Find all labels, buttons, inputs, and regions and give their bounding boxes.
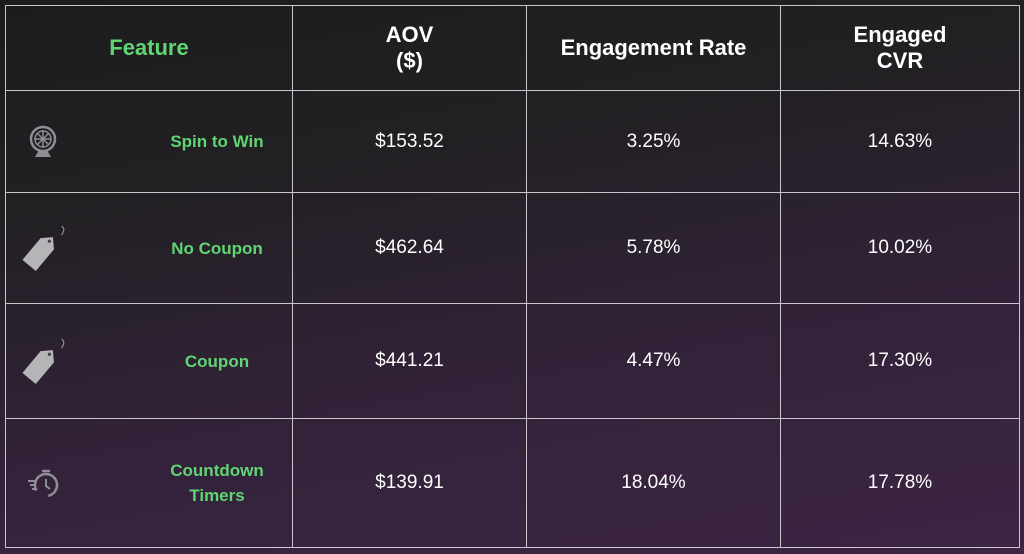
feature-label: Coupon xyxy=(184,351,250,371)
engagement-rate-cell: 4.47% xyxy=(526,303,781,419)
header-feature: Feature xyxy=(5,5,293,91)
engagement-rate-cell: 3.25% xyxy=(526,90,781,193)
header-aov: AOV ($) xyxy=(292,5,527,91)
header-engagement-rate: Engagement Rate xyxy=(526,5,781,91)
aov-cell: $153.52 xyxy=(292,90,527,193)
header-aov-line2: ($) xyxy=(396,48,423,73)
engaged-cvr-cell: 17.78% xyxy=(780,418,1020,548)
feature-label: Countdown Timers xyxy=(142,458,292,508)
engaged-cvr-cell: 14.63% xyxy=(780,90,1020,193)
table-row: Coupon $441.21 4.47% 17.30% xyxy=(5,303,1020,419)
feature-cell: No Coupon xyxy=(5,192,293,304)
header-cvr-line1: Engaged xyxy=(853,22,947,47)
engagement-rate-cell: 18.04% xyxy=(526,418,781,548)
feature-label-line1: Countdown xyxy=(170,461,264,480)
coupon-tag-icon xyxy=(22,338,65,385)
aov-cell: $139.91 xyxy=(292,418,527,548)
aov-cell: $441.21 xyxy=(292,303,527,419)
header-engaged-cvr: Engaged CVR xyxy=(780,5,1020,91)
table-row: No Coupon $462.64 5.78% 10.02% xyxy=(5,192,1020,304)
engagement-rate-cell: 5.78% xyxy=(526,192,781,304)
engaged-cvr-cell: 10.02% xyxy=(780,192,1020,304)
feature-label-line2: Timers xyxy=(189,486,245,505)
table-row: Countdown Timers $139.91 18.04% 17.78% xyxy=(5,418,1020,548)
feature-cell: Countdown Timers xyxy=(5,418,293,548)
feature-cell: Spin to Win xyxy=(5,90,293,193)
header-cvr-line2: CVR xyxy=(876,48,924,73)
feature-label: No Coupon xyxy=(171,238,263,258)
stopwatch-icon xyxy=(28,469,59,498)
aov-cell: $462.64 xyxy=(292,192,527,304)
spin-wheel-icon xyxy=(29,125,57,157)
table-row: Spin to Win $153.52 3.25% 14.63% xyxy=(5,90,1020,193)
coupon-tag-icon xyxy=(22,225,65,272)
engaged-cvr-cell: 17.30% xyxy=(780,303,1020,419)
feature-comparison-table: Feature AOV ($) Engagement Rate Engaged CV… xyxy=(5,5,1020,548)
feature-label: Spin to Win xyxy=(170,132,264,151)
header-row: Feature AOV ($) Engagement Rate Engaged CV… xyxy=(5,5,1020,91)
header-aov-line1: AOV xyxy=(385,22,434,47)
feature-cell: Coupon xyxy=(5,303,293,419)
